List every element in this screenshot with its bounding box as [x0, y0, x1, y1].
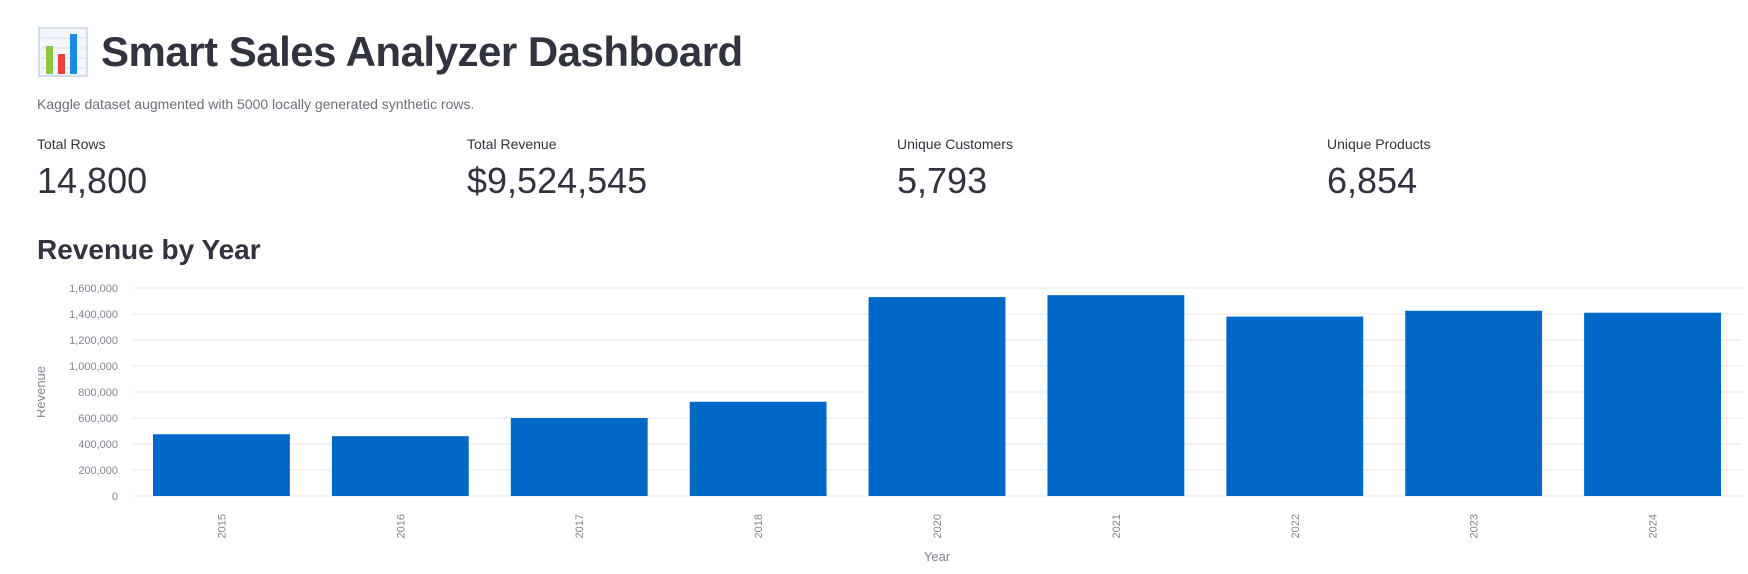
y-axis-label: Revenue: [37, 366, 48, 418]
x-axis-ticks: 2015 2016 2017 2018 2020 2021 2022 2023 2024: [216, 514, 1659, 538]
metric-unique-customers: Unique Customers 5,793: [897, 136, 1297, 202]
y-axis-ticks: 0 200,000 400,000 600,000 800,000 1,000,000 1,…: [69, 283, 118, 503]
page-subtitle: Kaggle dataset augmented with 5000 local…: [37, 96, 475, 112]
x-tick-label: 2022: [1290, 514, 1302, 538]
page-title: Smart Sales Analyzer Dashboard: [101, 28, 743, 75]
y-tick-label: 1,000,000: [69, 361, 118, 373]
metric-label: Unique Products: [1327, 136, 1431, 152]
y-tick-label: 0: [112, 491, 118, 503]
bar-2020[interactable]: [868, 297, 1006, 496]
dashboard-page: Smart Sales Analyzer Dashboard Kaggle da…: [37, 0, 1742, 574]
metric-total-rows: Total Rows 14,800: [37, 136, 437, 202]
bar-2018[interactable]: [689, 401, 827, 496]
bar-2024[interactable]: [1584, 312, 1721, 496]
bar-2022[interactable]: [1226, 316, 1364, 496]
metric-label: Total Rows: [37, 136, 106, 152]
x-tick-label: 2015: [216, 514, 228, 538]
revenue-by-year-chart[interactable]: 0 200,000 400,000 600,000 800,000 1,000,000 1,…: [37, 280, 1747, 570]
x-tick-label: 2020: [932, 514, 944, 538]
x-tick-label: 2024: [1648, 514, 1660, 538]
y-tick-label: 200,000: [78, 465, 118, 477]
x-tick-label: 2021: [1111, 514, 1123, 538]
y-tick-label: 1,400,000: [69, 309, 118, 321]
metric-label: Total Revenue: [467, 136, 557, 152]
x-axis-label: Year: [924, 549, 951, 564]
y-tick-label: 600,000: [78, 413, 118, 425]
title-row: Smart Sales Analyzer Dashboard: [37, 24, 743, 80]
bar-2015[interactable]: [153, 434, 290, 496]
bar-2021[interactable]: [1047, 295, 1185, 496]
chart-bars[interactable]: [153, 295, 1721, 496]
x-tick-label: 2018: [753, 514, 765, 538]
bar-2017[interactable]: [510, 418, 648, 496]
metric-value: $9,524,545: [467, 160, 648, 201]
y-tick-label: 400,000: [78, 439, 118, 451]
bar-chart-icon: [37, 26, 89, 78]
y-tick-label: 800,000: [78, 387, 118, 399]
x-tick-label: 2016: [395, 514, 407, 538]
bar-2016[interactable]: [331, 436, 469, 496]
x-tick-label: 2023: [1469, 514, 1481, 538]
metric-unique-products: Unique Products 6,854: [1327, 136, 1727, 202]
x-tick-label: 2017: [574, 514, 586, 538]
section-title: Revenue by Year: [37, 234, 261, 265]
metric-value: 14,800: [37, 160, 148, 201]
metric-value: 5,793: [897, 160, 988, 201]
y-tick-label: 1,200,000: [69, 335, 118, 347]
y-tick-label: 1,600,000: [69, 283, 118, 295]
metric-total-revenue: Total Revenue $9,524,545: [467, 136, 867, 202]
metric-label: Unique Customers: [897, 136, 1013, 152]
bar-2023[interactable]: [1405, 310, 1543, 496]
metric-value: 6,854: [1327, 160, 1418, 201]
